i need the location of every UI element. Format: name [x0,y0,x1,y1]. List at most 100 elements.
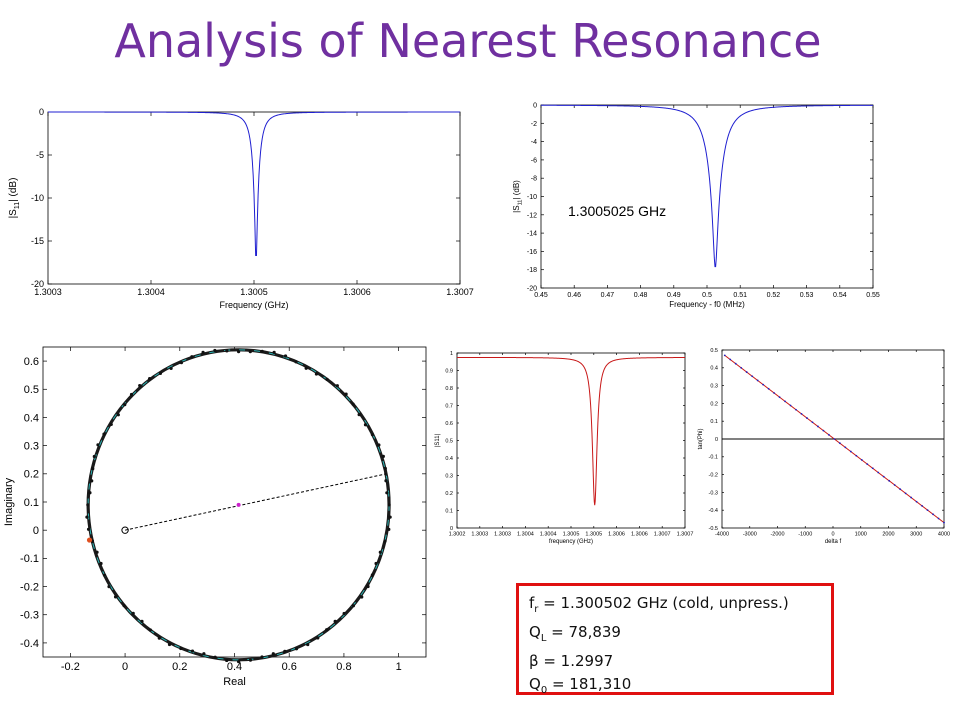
x-tick-label: 1.3004 [517,532,534,538]
data-point [237,660,241,664]
data-point [248,350,252,354]
data-point [844,446,847,449]
series-line [541,104,873,268]
x-tick-label: -1000 [798,532,812,538]
y-axis-label: |S11| (dB) [512,180,523,213]
y-tick-label: 0.3 [445,473,453,479]
data-point [86,503,90,507]
y-tick-label: -0.5 [709,526,718,532]
data-point [86,527,91,531]
data-point [342,611,346,616]
data-point [838,442,841,445]
y-axis-label: |S11| (dB) [8,178,21,219]
y-tick-label: -0.1 [709,455,718,461]
data-point [88,491,92,495]
data-point [190,649,195,653]
data-point [762,383,765,386]
x-tick-label: 0.2 [172,661,187,673]
x-tick-label: 1.3004 [137,287,165,297]
data-point [99,561,103,566]
data-point [213,655,217,659]
data-point [85,515,89,519]
plot-frame [540,104,874,289]
data-point [102,432,106,436]
x-tick-label: 0.54 [833,292,847,299]
data-point [91,467,95,471]
y-tick-label: 0 [33,525,39,537]
y-label-tail: | (dB) [512,180,521,200]
data-point [96,443,100,447]
y-tick-label: 0 [450,526,453,532]
data-point [383,539,387,543]
data-point [351,604,355,608]
y-tick-label: -18 [527,267,537,274]
y-tick-label: -0.4 [20,638,39,650]
x-tick-label: 1.3003 [34,287,62,297]
data-point [888,479,891,482]
data-point [384,479,388,483]
data-point [179,646,183,651]
data-point [335,384,339,388]
y-tick-label: 0.4 [710,366,718,372]
loaded-q-line: QL = 78,839 [529,623,621,644]
y-tick-label: -0.1 [20,553,39,565]
data-point [109,422,113,427]
resonant-frequency-line: fr = 1.300502 GHz (cold, unpress.) [529,594,789,615]
data-point [92,454,96,459]
data-point [374,561,378,566]
series-line [48,111,460,256]
data-point [140,619,144,623]
y-tick-label: -16 [527,249,537,256]
data-point [351,402,355,406]
x-tick-label: 1000 [855,532,867,538]
y-tick-label: 0 [715,437,718,443]
origin-marker [121,526,129,534]
y-tick-label: -4 [531,139,537,146]
x-tick-label: 1.3005 [585,532,602,538]
data-point [316,636,320,640]
data-point [237,350,241,354]
data-point [260,655,264,659]
y-label-main: |S [512,205,521,212]
data-point [904,492,907,495]
y-tick-label: -0.3 [709,490,718,496]
y-tick-label: -15 [31,236,44,246]
x-tick-label: 0.4 [227,661,242,673]
data-point [811,421,814,424]
data-point [294,360,298,364]
x-tick-label: 1.3003 [471,532,488,538]
x-tick-label: 0 [122,661,128,673]
y-tick-label: 0.5 [445,438,453,444]
x-tick-label: 0.51 [733,292,747,299]
magnitude-frequency-chart: 1.3002 1.3003 1.3003 1.3004 1.3004 1.3005 1.30… [435,351,693,545]
y-tick-label: -10 [527,194,537,201]
y-tick-label: -0.3 [20,610,39,622]
y-tick-label: 0.2 [445,491,453,497]
data-point [325,377,329,381]
y-axis-label: |S11| [435,433,441,447]
plot-frame [42,346,427,658]
y-tick-label: -0.4 [709,508,718,514]
x-tick-label: -2000 [770,532,784,538]
results-box: fr = 1.300502 GHz (cold, unpress.) QL = … [516,583,834,696]
x-tick-label: 0.45 [534,292,548,299]
data-point [107,585,111,589]
data-point [751,375,754,378]
data-point [357,413,361,417]
y-tick-label: 0.6 [445,421,453,427]
data-point [294,647,299,651]
data-point [202,652,206,656]
data-point [283,649,287,653]
x-axis-label: Frequency (GHz) [219,300,288,310]
x-tick-label: 0.49 [667,292,681,299]
data-point [899,488,902,491]
x-tick-label: 0.55 [866,292,880,299]
data-point [148,628,152,632]
y-tick-label: -20 [527,285,537,292]
page-title: Analysis of Nearest Resonance [114,14,822,68]
y-tick-label: -8 [531,176,537,183]
x-tick-label: 3000 [910,532,922,538]
data-point [116,413,120,417]
data-point [882,475,885,478]
data-point [370,573,374,577]
